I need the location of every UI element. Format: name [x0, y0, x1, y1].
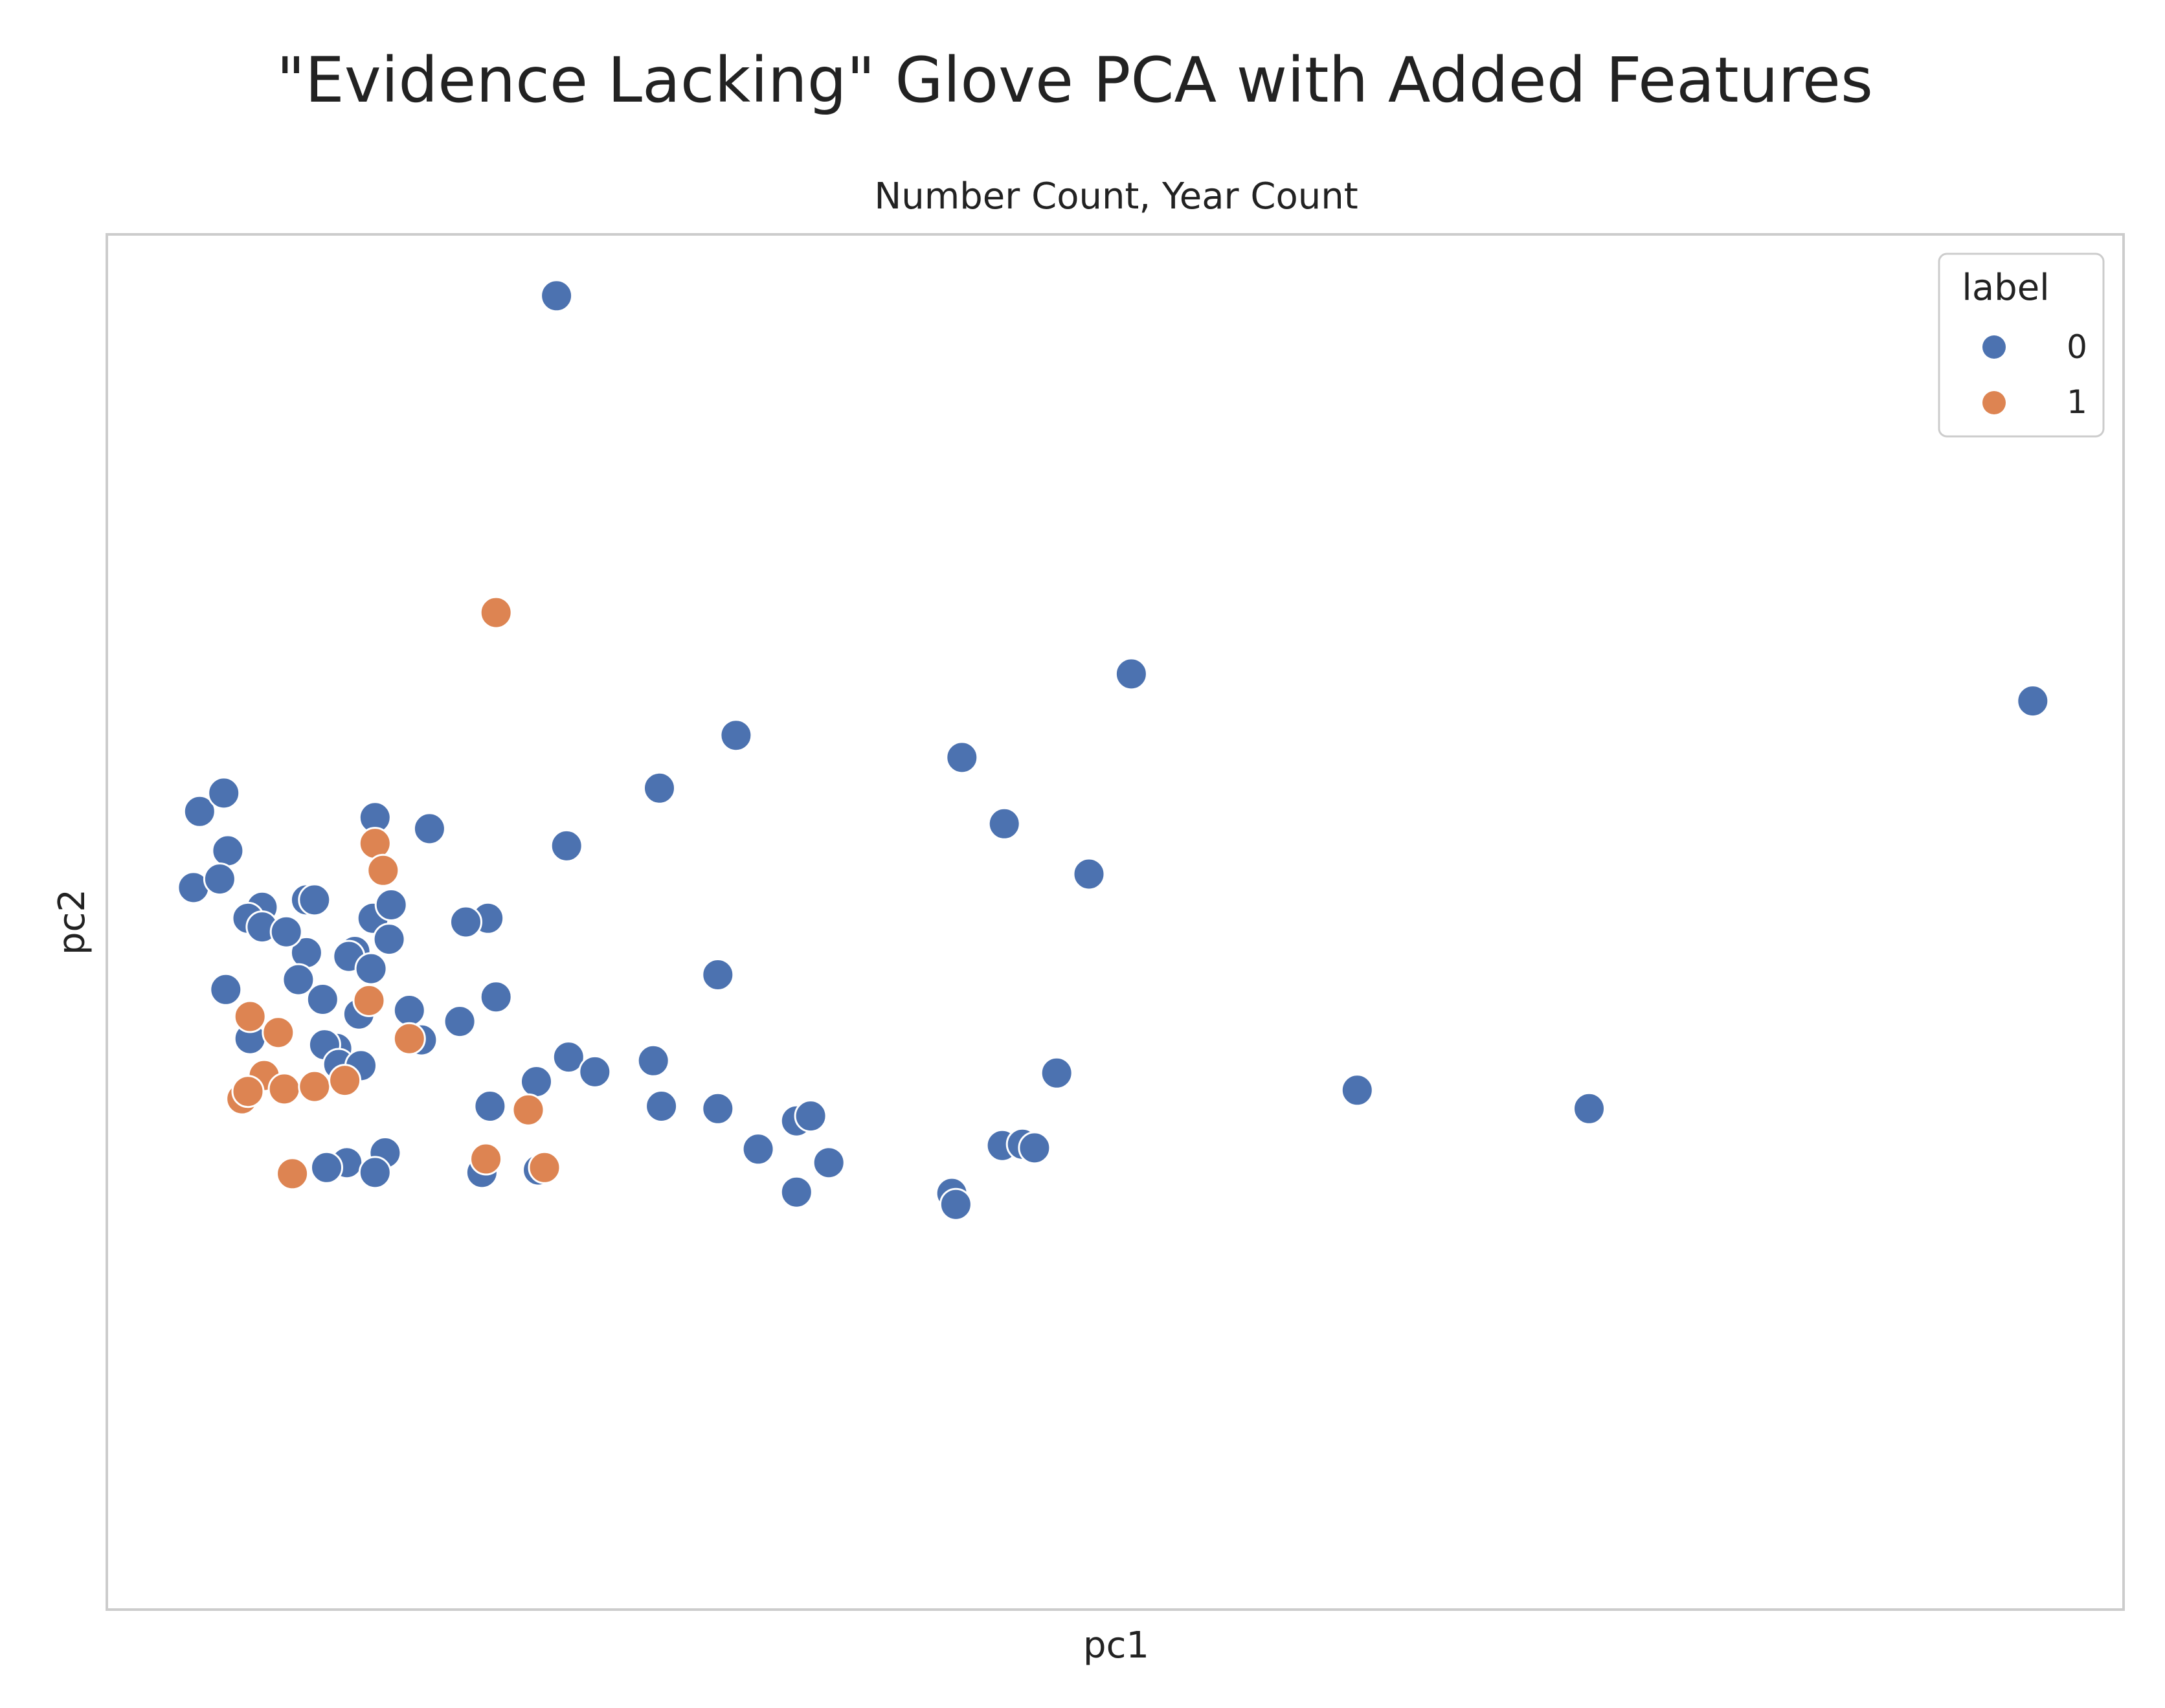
- scatter-point-label-0: [780, 1175, 813, 1209]
- scatter-point-label-1: [352, 983, 386, 1017]
- scatter-point-label-0: [358, 1156, 392, 1189]
- scatter-point-label-0: [479, 980, 513, 1014]
- legend-label-0: 0: [2067, 328, 2087, 366]
- scatter-point-label-0: [372, 923, 406, 956]
- scatter-point-label-0: [449, 905, 482, 939]
- scatter-point-label-0: [183, 794, 216, 828]
- scatter-point-label-0: [540, 279, 574, 313]
- scatter-point-label-1: [262, 1016, 295, 1050]
- scatter-point-label-0: [207, 776, 241, 810]
- scatter-point-label-0: [1114, 657, 1148, 691]
- scatter-point-label-0: [636, 1044, 670, 1077]
- scatter-point-label-1: [479, 596, 513, 629]
- scatter-point-label-0: [298, 883, 331, 917]
- scatter-point-label-0: [645, 1090, 679, 1123]
- scatter-point-label-0: [2016, 684, 2050, 718]
- scatter-point-label-0: [794, 1099, 827, 1133]
- scatter-point-label-1: [233, 1000, 267, 1033]
- scatter-point-label-1: [298, 1070, 331, 1103]
- scatter-point-label-0: [701, 958, 735, 991]
- legend-marker-0: [1982, 335, 2006, 359]
- scatter-point-label-0: [209, 972, 243, 1006]
- scatter-point-label-0: [550, 829, 583, 862]
- scatter-point-label-1: [392, 1022, 426, 1055]
- scatter-point-label-0: [282, 963, 315, 996]
- points-layer: [177, 279, 2050, 1221]
- scatter-point-label-0: [812, 1146, 846, 1180]
- scatter-point-label-0: [269, 915, 303, 949]
- scatter-point-label-1: [231, 1075, 265, 1108]
- scatter-point-label-1: [276, 1157, 309, 1191]
- scatter-point-label-0: [643, 771, 676, 805]
- scatter-point-label-0: [552, 1040, 585, 1074]
- scatter-point-label-0: [310, 1151, 343, 1184]
- scatter-point-label-0: [1340, 1073, 1374, 1107]
- scatter-point-label-0: [945, 741, 979, 774]
- legend-label-1: 1: [2067, 383, 2087, 421]
- scatter-point-label-0: [412, 812, 446, 846]
- scatter-point-label-0: [1573, 1092, 1606, 1125]
- legend: label 0 1: [1938, 253, 2105, 438]
- scatter-point-label-0: [443, 1005, 477, 1039]
- scatter-point-label-0: [1040, 1056, 1073, 1090]
- scatter-point-label-0: [354, 952, 388, 985]
- scatter-point-label-0: [719, 719, 753, 752]
- scatter-point-label-0: [520, 1065, 553, 1098]
- scatter-point-label-1: [267, 1072, 301, 1106]
- scatter-point-label-0: [1072, 857, 1106, 891]
- legend-box: [1938, 253, 2105, 438]
- scatter-point-label-1: [469, 1142, 503, 1176]
- scatter-point-label-1: [328, 1064, 362, 1097]
- figure-suptitle: "Evidence Lacking" Glove PCA with Added …: [276, 44, 1873, 117]
- scatter-point-label-0: [306, 983, 339, 1016]
- scatter-point-label-1: [366, 853, 400, 887]
- scatter-point-label-0: [473, 1090, 507, 1123]
- scatter-point-label-0: [939, 1187, 972, 1221]
- scatter-point-label-0: [211, 834, 245, 868]
- scatter-point-label-0: [701, 1092, 735, 1125]
- scatter-point-label-0: [374, 888, 408, 921]
- scatter-point-label-0: [203, 862, 236, 896]
- legend-marker-1: [1982, 391, 2006, 414]
- scatter-point-label-0: [392, 994, 426, 1027]
- x-axis-label: pc1: [1083, 1624, 1149, 1667]
- scatter-point-label-0: [987, 807, 1021, 840]
- scatter-point-label-0: [578, 1055, 612, 1088]
- scatter-point-label-0: [741, 1132, 775, 1166]
- y-axis-label: pc2: [51, 889, 93, 955]
- axes-title: Number Count, Year Count: [874, 175, 1358, 218]
- scatter-point-label-1: [528, 1151, 561, 1184]
- scatter-point-label-1: [511, 1093, 545, 1127]
- scatter-point-label-0: [1018, 1131, 1051, 1165]
- plot-area: [106, 233, 2125, 1611]
- legend-title: label: [1962, 267, 2049, 309]
